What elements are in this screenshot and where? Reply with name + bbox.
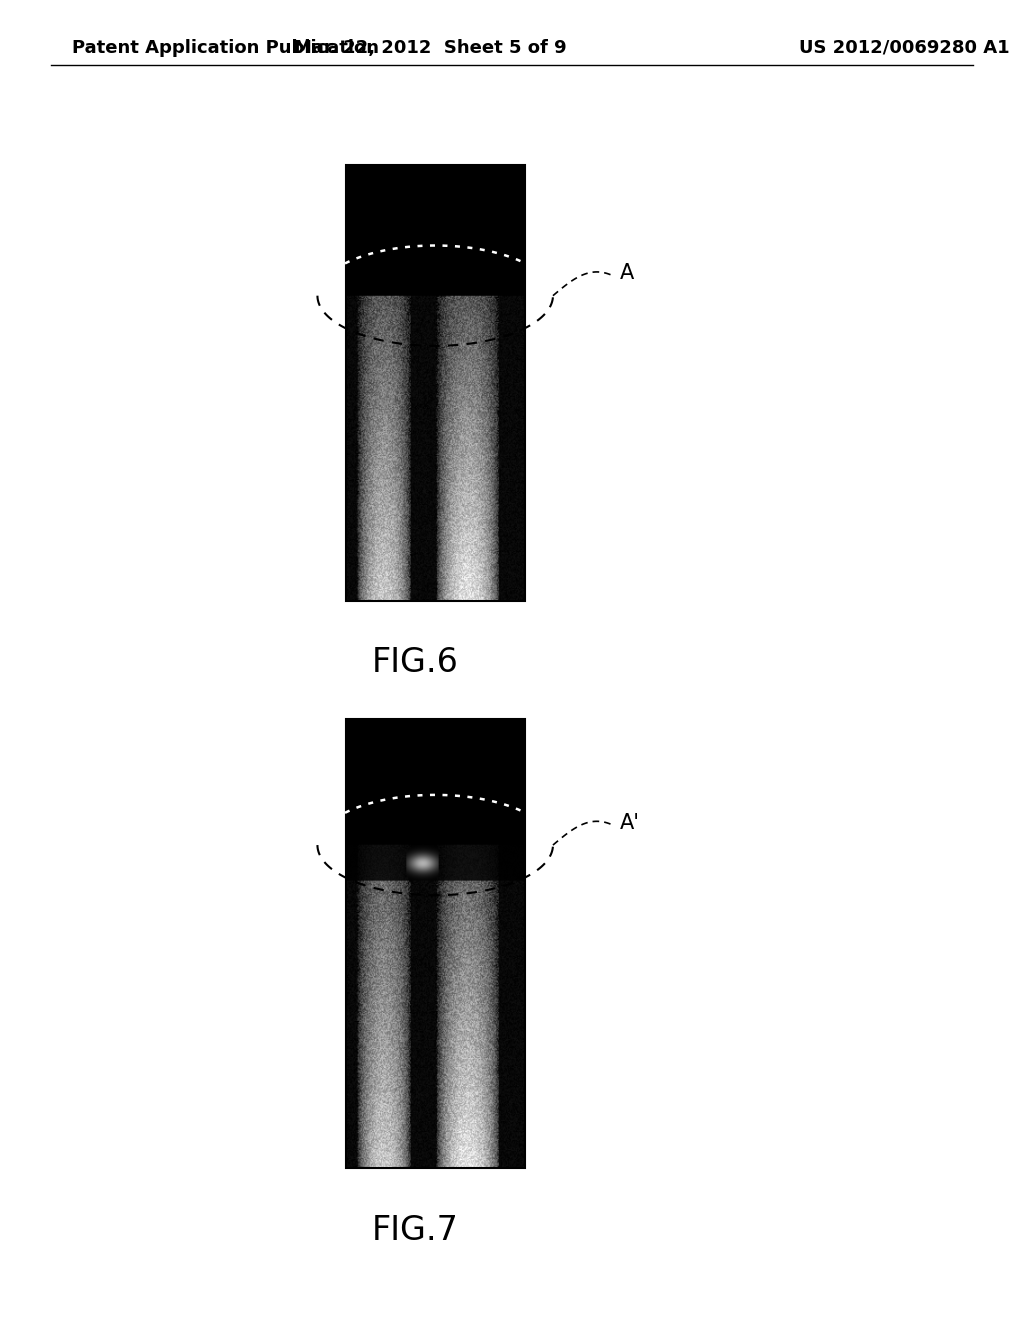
Text: A': A' <box>620 813 640 833</box>
Bar <box>346 165 524 601</box>
Text: A: A <box>620 263 634 284</box>
Text: Mar. 22, 2012  Sheet 5 of 9: Mar. 22, 2012 Sheet 5 of 9 <box>294 38 566 57</box>
Text: US 2012/0069280 A1: US 2012/0069280 A1 <box>799 38 1010 57</box>
Bar <box>346 719 524 1168</box>
Text: Patent Application Publication: Patent Application Publication <box>72 38 379 57</box>
Text: FIG.6: FIG.6 <box>372 645 458 678</box>
Text: FIG.7: FIG.7 <box>372 1214 458 1246</box>
